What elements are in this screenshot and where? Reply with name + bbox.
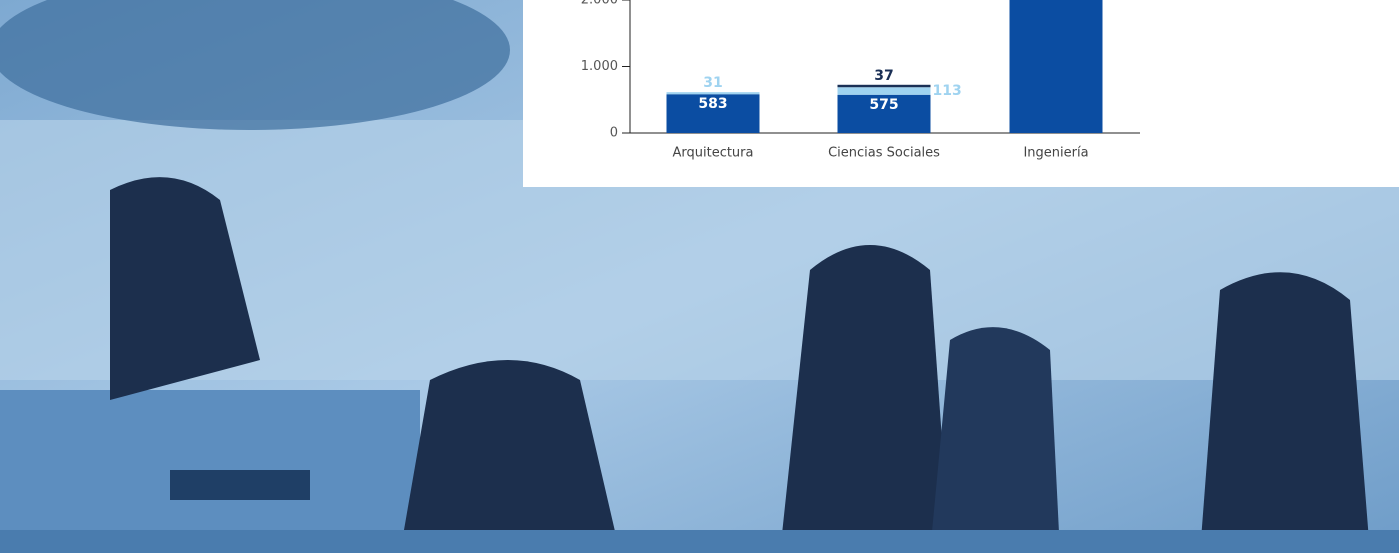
bar-segment xyxy=(837,87,931,95)
bar-segment xyxy=(666,92,760,95)
bar-segment xyxy=(1009,0,1103,133)
data-label: 37 xyxy=(874,68,893,84)
data-label: 575 xyxy=(869,97,898,113)
y-tick-label: 2.000 xyxy=(581,0,618,8)
bar-segment xyxy=(666,94,760,133)
y-tick-label: 1.000 xyxy=(581,59,618,74)
chart: 0 1.000 2.000 Arquitectura 583 31 Ciencias Soc… xyxy=(581,0,1140,161)
bar-segment xyxy=(837,94,931,133)
data-label: 583 xyxy=(698,96,727,112)
x-tick-label: Ciencias Sociales xyxy=(828,146,940,161)
data-label: 31 xyxy=(703,75,722,91)
bar-segment xyxy=(837,84,931,88)
x-tick-label: Arquitectura xyxy=(672,146,753,161)
x-tick-label: Ingeniería xyxy=(1023,146,1088,161)
y-tick-label: 0 xyxy=(610,126,618,141)
data-label: 113 xyxy=(933,83,962,99)
